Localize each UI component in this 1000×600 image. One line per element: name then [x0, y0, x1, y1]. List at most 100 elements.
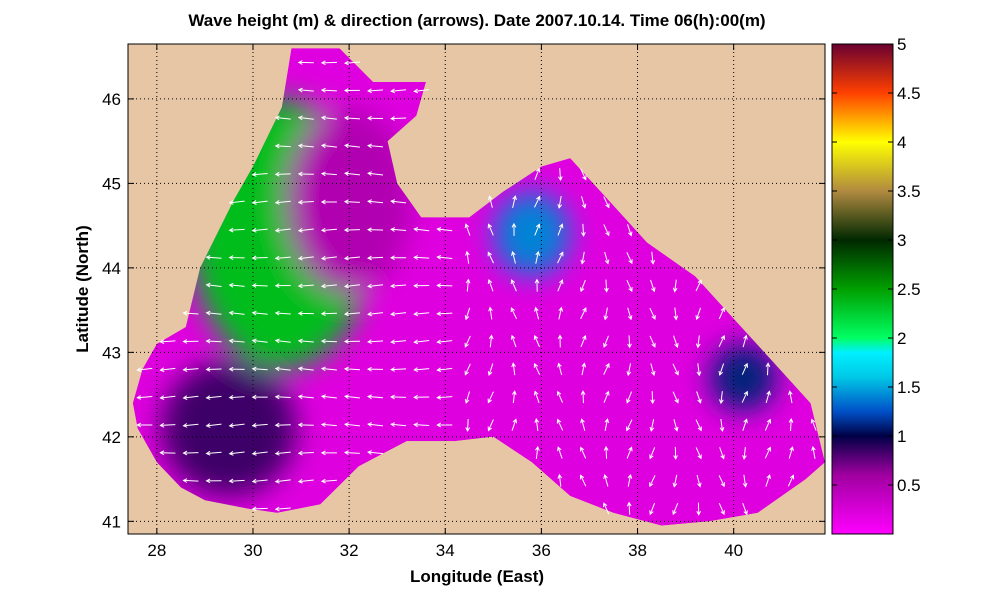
direction-arrow: [228, 282, 245, 288]
direction-arrow: [343, 450, 360, 456]
direction-arrow: [626, 501, 632, 515]
direction-arrow: [626, 252, 633, 265]
x-tick-label: 34: [436, 541, 455, 560]
direction-arrow: [367, 339, 384, 345]
direction-arrow: [251, 283, 268, 288]
direction-arrow: [274, 283, 291, 289]
direction-arrow: [344, 283, 360, 289]
direction-arrow: [367, 199, 384, 204]
direction-arrow: [343, 422, 360, 427]
direction-arrow: [297, 422, 314, 428]
direction-arrow: [718, 502, 725, 516]
direction-arrow: [580, 251, 586, 265]
direction-arrow: [274, 200, 291, 205]
direction-arrow: [297, 394, 314, 400]
direction-arrow: [649, 502, 656, 516]
direction-arrow: [228, 451, 245, 456]
direction-arrow: [320, 366, 337, 372]
x-axis-ticks: 28 30 32 34 36 38 40: [147, 44, 743, 560]
direction-arrow: [343, 339, 360, 344]
direction-arrow: [297, 311, 314, 316]
direction-arrow: [510, 334, 517, 348]
direction-arrow: [695, 419, 702, 432]
direction-arrow: [136, 422, 153, 428]
direction-arrow: [228, 478, 245, 484]
direction-arrow: [464, 335, 471, 348]
direction-arrow: [182, 423, 199, 428]
direction-arrow: [320, 394, 337, 399]
direction-arrow: [274, 171, 291, 177]
direction-arrow: [274, 228, 291, 233]
direction-arrow: [603, 502, 610, 515]
direction-arrow: [320, 450, 337, 456]
direction-arrow: [673, 307, 679, 321]
direction-arrow: [787, 474, 795, 487]
direction-arrow: [696, 502, 702, 516]
direction-arrow: [464, 363, 471, 376]
direction-arrow: [390, 422, 407, 427]
direction-arrow: [581, 196, 587, 209]
direction-arrow: [581, 223, 586, 237]
direction-arrow: [436, 367, 453, 373]
direction-arrow: [367, 422, 384, 427]
direction-arrow: [297, 338, 314, 344]
direction-arrow: [390, 227, 407, 232]
direction-arrow: [604, 418, 610, 431]
direction-arrow: [228, 227, 245, 233]
direction-arrow: [580, 307, 587, 320]
direction-arrow: [603, 224, 610, 237]
direction-arrow: [228, 310, 245, 316]
direction-arrow: [205, 423, 222, 428]
direction-arrow: [765, 474, 771, 487]
direction-arrow: [533, 334, 540, 348]
direction-arrow: [228, 395, 245, 400]
direction-arrow: [558, 306, 564, 320]
y-tick-label: 46: [102, 90, 121, 109]
grid-lines: [128, 44, 825, 534]
direction-arrow: [274, 115, 291, 121]
direction-arrow: [297, 255, 314, 261]
direction-arrow: [274, 506, 291, 512]
direction-arrow: [534, 306, 540, 320]
direction-arrow: [320, 143, 337, 149]
direction-arrow: [413, 283, 430, 289]
direction-arrow: [320, 171, 337, 177]
direction-arrow: [413, 88, 430, 94]
direction-arrow: [788, 390, 793, 404]
direction-arrow: [672, 279, 678, 293]
direction-arrow: [228, 338, 245, 344]
direction-arrow: [580, 390, 586, 404]
direction-arrow: [534, 418, 540, 432]
direction-arrow: [390, 283, 407, 289]
direction-arrow: [488, 334, 494, 348]
direction-arrow: [556, 418, 564, 431]
direction-arrow: [627, 224, 633, 237]
direction-arrow: [603, 335, 609, 348]
direction-arrow: [274, 450, 291, 456]
colorbar-tick-label: 1: [897, 427, 906, 446]
direction-arrow: [182, 450, 199, 456]
direction-arrow: [556, 390, 564, 403]
direction-arrow: [603, 362, 610, 375]
direction-arrow: [182, 367, 199, 372]
direction-arrow: [205, 450, 222, 456]
direction-arrow: [627, 473, 633, 487]
direction-arrow: [580, 168, 587, 181]
direction-arrow: [510, 307, 518, 320]
direction-arrow: [811, 445, 816, 459]
direction-arrow: [390, 199, 407, 204]
direction-arrow: [251, 478, 268, 484]
direction-arrow: [673, 446, 678, 460]
direction-arrow: [343, 88, 360, 93]
direction-arrow: [696, 363, 702, 377]
direction-arrow: [228, 366, 245, 372]
direction-arrow: [512, 195, 517, 208]
direction-arrow: [367, 255, 384, 261]
direction-arrow: [650, 391, 655, 405]
direction-arrow: [251, 451, 268, 456]
direction-arrow: [788, 417, 794, 432]
direction-arrow: [604, 251, 610, 265]
direction-arrow: [788, 446, 794, 459]
direction-arrow: [297, 199, 314, 205]
